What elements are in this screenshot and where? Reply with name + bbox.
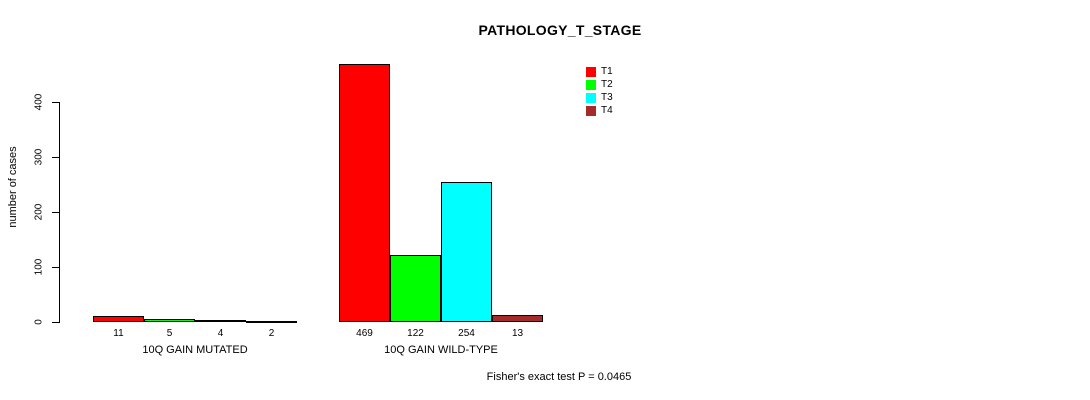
legend-swatch-t2 <box>586 79 596 90</box>
y-tick <box>52 267 59 268</box>
y-tick <box>52 157 59 158</box>
y-tick <box>52 102 59 103</box>
legend-swatch-t3 <box>586 92 596 103</box>
legend-label: T3 <box>601 92 613 103</box>
legend-label: T2 <box>601 79 613 90</box>
y-tick-label: 100 <box>33 258 45 276</box>
legend: T1 T2 T3 T4 <box>586 65 613 117</box>
bar-value-label: 469 <box>356 328 373 339</box>
chart-title: PATHOLOGY_T_STAGE <box>478 22 642 38</box>
legend-item-t3: T3 <box>586 91 613 104</box>
y-tick-label: 0 <box>33 319 45 325</box>
bar-t2-group2 <box>390 255 441 322</box>
legend-label: T4 <box>601 105 613 116</box>
footnote: Fisher's exact test P = 0.0465 <box>486 371 632 383</box>
legend-item-t1: T1 <box>586 65 613 78</box>
y-tick-label: 200 <box>33 203 45 221</box>
y-tick <box>52 212 59 213</box>
legend-swatch-t4 <box>586 105 596 116</box>
y-tick-label: 300 <box>33 148 45 166</box>
bar-value-label: 5 <box>166 328 173 339</box>
bar-t1-group2 <box>339 64 390 322</box>
bar-value-label: 13 <box>511 328 524 339</box>
bar-t4-group1 <box>246 321 297 323</box>
bar-t2-group1 <box>144 319 195 322</box>
bar-value-label: 254 <box>458 328 475 339</box>
legend-item-t2: T2 <box>586 78 613 91</box>
bar-t1-group1 <box>93 316 144 322</box>
bar-t3-group2 <box>441 182 492 322</box>
group-label: 10Q GAIN MUTATED <box>142 344 248 356</box>
bar-t3-group1 <box>195 320 246 322</box>
y-tick-label: 400 <box>33 93 45 111</box>
bar-t4-group2 <box>492 315 543 322</box>
bar-value-label: 122 <box>407 328 424 339</box>
group-label: 10Q GAIN WILD-TYPE <box>384 344 498 356</box>
bar-value-label: 4 <box>217 328 224 339</box>
legend-label: T1 <box>601 66 613 77</box>
bar-value-label: 11 <box>113 328 124 339</box>
legend-swatch-t1 <box>586 66 596 77</box>
y-tick <box>52 322 59 323</box>
y-axis-line <box>59 102 60 323</box>
bar-value-label: 2 <box>268 328 275 339</box>
legend-item-t4: T4 <box>586 104 613 117</box>
